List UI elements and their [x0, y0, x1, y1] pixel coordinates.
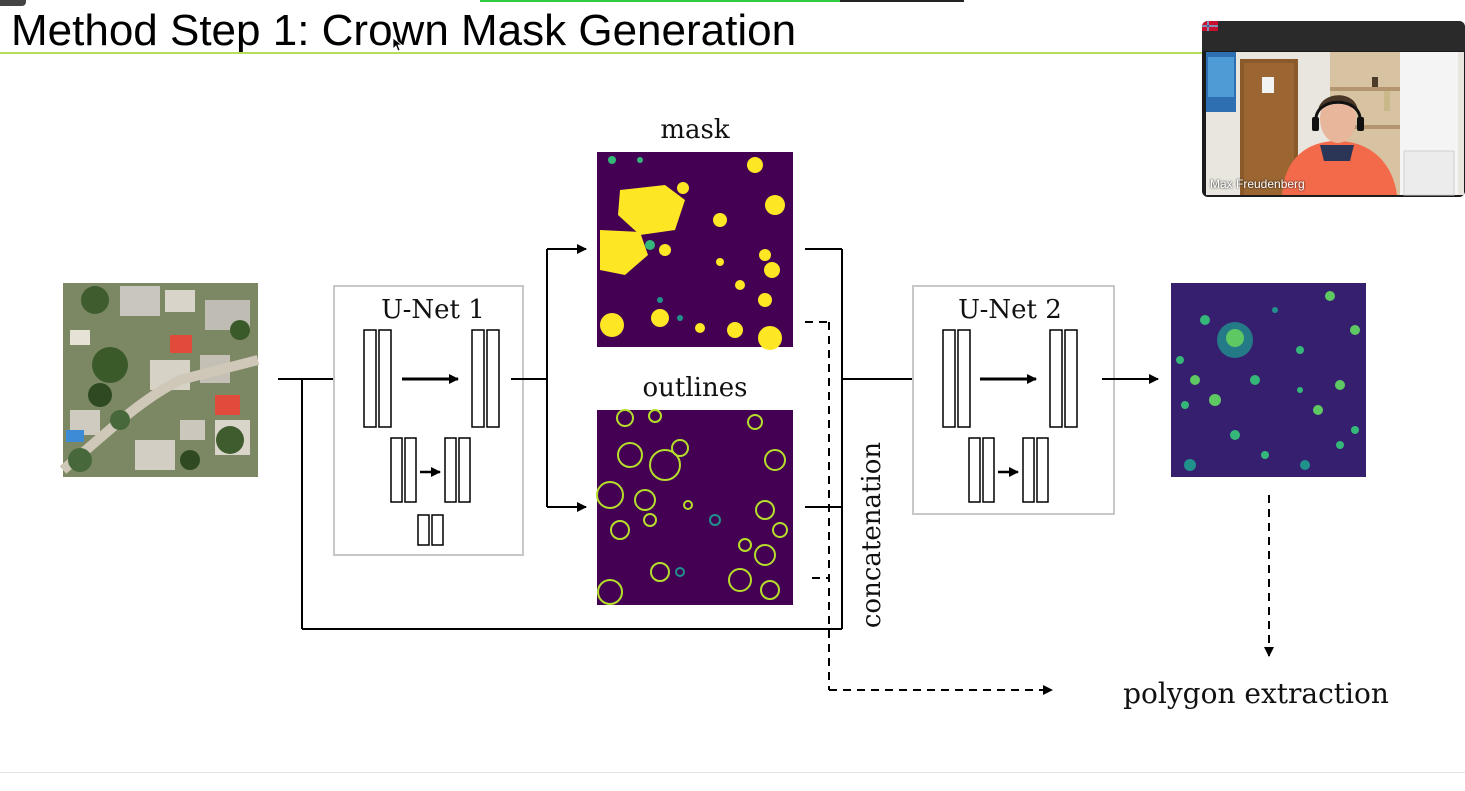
unet1-block — [333, 285, 524, 556]
screen-share-indicator — [480, 0, 840, 2]
participant-video-feed — [1202, 21, 1465, 196]
output-heatmap — [1171, 283, 1366, 477]
slide-title: Method Step 1: Crown Mask Generation — [11, 6, 797, 55]
participant-video-tile[interactable]: Max Freudenberg — [1202, 21, 1465, 197]
unet2-label: U-Net 2 — [958, 295, 1062, 325]
mouse-cursor-icon — [393, 38, 403, 52]
mask-label: mask — [660, 115, 729, 145]
concatenation-label: concatenation — [857, 442, 887, 629]
window-corner-tab[interactable] — [0, 0, 26, 6]
unet2-block — [912, 285, 1115, 515]
participant-name: Max Freudenberg — [1210, 177, 1305, 191]
aerial-input-image — [59, 283, 260, 477]
flag-icon — [1202, 21, 1218, 31]
slide-bottom-edge — [0, 772, 1465, 773]
outlines-image — [596, 409, 793, 605]
outlines-label: outlines — [643, 373, 748, 403]
title-divider — [0, 52, 1210, 54]
mask-image — [597, 152, 793, 350]
unet1-label: U-Net 1 — [381, 295, 485, 325]
polygon-extraction-label: polygon extraction — [1123, 677, 1389, 710]
